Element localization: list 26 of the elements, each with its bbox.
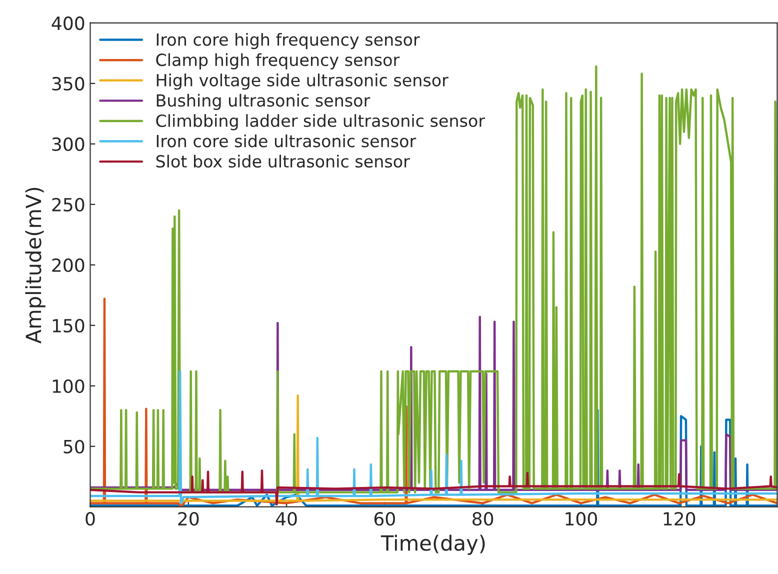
legend-label: Iron core high frequency sensor [156,32,420,50]
y-tick-label: 350 [52,76,84,91]
legend-label: High voltage side ultrasonic sensor [156,74,448,90]
y-tick-label: 250 [52,198,84,212]
y-axis-title: Amplitude(mV) [25,188,46,344]
legend-label: Bushing ultrasonic sensor [156,94,370,110]
y-tick-label: 50 [64,440,84,454]
x-tick-label: 60 [374,512,395,526]
line-series [90,370,778,504]
y-tick-label: 400 [52,16,84,30]
x-tick-label: 0 [86,512,95,526]
y-tick-label: 100 [52,379,84,393]
legend-label: Climbbing ladder side ultrasonic sensor [156,114,486,130]
y-tick-label: 300 [52,137,84,152]
legend-label: Slot box side ultrasonic sensor [156,154,410,168]
y-tick-label: 200 [52,258,84,272]
line-series [90,316,778,492]
x-tick-label: 120 [664,512,696,526]
x-axis-title: Time(day) [380,534,485,555]
legend-label: Clamp high frequency sensor [156,53,400,70]
x-tick-label: 80 [472,512,494,526]
y-tick-label: 150 [52,318,84,333]
x-tick-label: 100 [566,512,597,526]
x-tick-label: 20 [178,512,199,526]
x-tick-label: 40 [276,512,297,526]
legend-label: Iron core side ultrasonic sensor [156,134,416,148]
